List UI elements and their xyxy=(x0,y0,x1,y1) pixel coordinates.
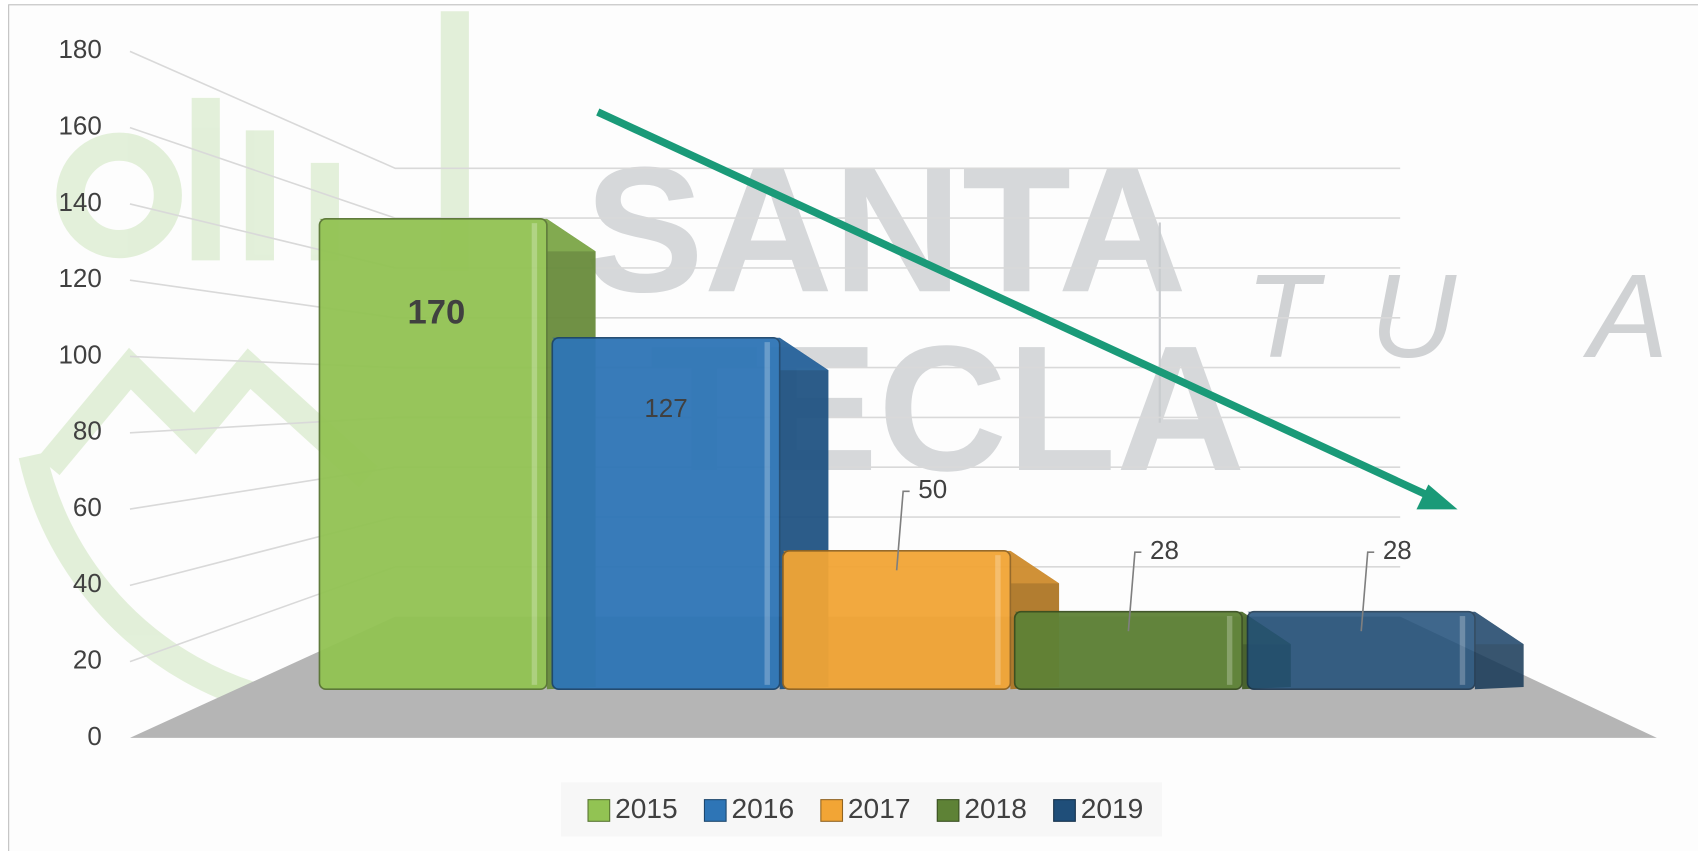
bar-front xyxy=(1246,610,1476,691)
bar-highlight xyxy=(1226,616,1233,685)
bar xyxy=(1246,610,1524,691)
y-tick-label: 60 xyxy=(73,492,102,522)
data-label: 50 xyxy=(918,474,947,504)
bar-highlight xyxy=(995,555,1001,685)
leader-line xyxy=(895,490,910,571)
legend-swatch xyxy=(936,799,960,822)
y-tick-label: 140 xyxy=(58,187,101,217)
legend-swatch xyxy=(1053,799,1076,822)
bar-highlight xyxy=(764,342,770,685)
legend-swatch xyxy=(703,799,727,822)
data-label: 28 xyxy=(1150,535,1179,565)
bar xyxy=(318,218,596,691)
bar-front xyxy=(1013,610,1243,691)
bar-front xyxy=(318,218,548,691)
y-tick-label: 80 xyxy=(73,416,102,446)
grid-line xyxy=(129,50,1401,170)
legend-label: 2018 xyxy=(964,793,1027,824)
legend-label: 2017 xyxy=(848,793,911,824)
y-tick-label: 180 xyxy=(58,34,101,64)
watermark-word: SANTA xyxy=(585,129,1187,329)
y-tick-label: 160 xyxy=(58,110,101,140)
data-label: 170 xyxy=(408,293,466,331)
y-tick-label: 20 xyxy=(73,644,102,674)
y-tick-label: 40 xyxy=(73,568,102,598)
legend-label: 2016 xyxy=(732,793,795,824)
bar xyxy=(551,336,829,691)
bar-highlight xyxy=(1459,616,1466,685)
leader-line xyxy=(1127,551,1142,632)
bar-front xyxy=(551,336,781,691)
bar-front xyxy=(782,550,1012,691)
leader-line xyxy=(1360,551,1375,632)
legend-swatch xyxy=(587,799,611,822)
data-label: 127 xyxy=(644,393,687,423)
trend-arrowhead xyxy=(1416,484,1458,510)
y-tick-label: 100 xyxy=(58,339,101,369)
trend-arrow xyxy=(596,108,1437,503)
legend-label: 2015 xyxy=(615,793,678,824)
data-label: 28 xyxy=(1383,535,1412,565)
y-tick-label: 0 xyxy=(87,721,101,751)
legend-label: 2019 xyxy=(1081,793,1144,824)
legend-swatch xyxy=(820,799,844,822)
bar-highlight xyxy=(531,223,538,685)
y-tick-label: 120 xyxy=(58,263,101,293)
watermark-tagline: TU ALO xyxy=(1245,250,1698,383)
